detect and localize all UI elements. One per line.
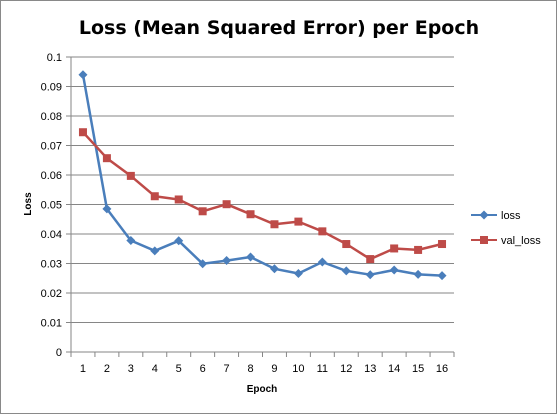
data-point-loss xyxy=(102,204,112,214)
x-axis-title: Epoch xyxy=(247,384,278,395)
x-tick-label: 1 xyxy=(80,363,86,375)
y-axis-title: Loss xyxy=(23,192,34,216)
data-point-loss xyxy=(365,270,375,280)
data-point-val-loss xyxy=(150,192,159,201)
data-point-loss xyxy=(317,257,327,267)
data-point-val-loss xyxy=(126,171,135,180)
y-tick-label: 0.01 xyxy=(41,318,62,330)
data-point-loss xyxy=(437,271,447,281)
y-tick-label: 0.03 xyxy=(41,259,62,271)
data-point-val-loss xyxy=(342,240,351,249)
data-point-loss xyxy=(389,265,399,275)
series-line-loss xyxy=(81,74,443,277)
data-point-loss xyxy=(150,246,160,256)
legend-item-loss: loss xyxy=(471,210,521,222)
x-tick-label: 12 xyxy=(340,363,352,375)
x-tick-label: 16 xyxy=(436,363,448,375)
y-tick-label: 0.04 xyxy=(41,229,62,241)
legend-marker-val-loss xyxy=(480,236,488,244)
y-tick-label: 0.1 xyxy=(47,52,62,64)
x-axis-tick-labels: 1 2 3 4 5 6 7 8 9 10 11 12 13 14 15 16 xyxy=(70,352,455,375)
x-tick-label: 8 xyxy=(247,363,253,375)
data-point-loss xyxy=(174,236,184,246)
data-point-val-loss xyxy=(198,207,207,216)
legend-marker-loss xyxy=(479,210,489,220)
x-tick-label: 3 xyxy=(128,363,134,375)
data-point-loss xyxy=(198,259,208,269)
x-tick-label: 6 xyxy=(200,363,206,375)
gridlines xyxy=(66,56,454,353)
legend: loss val_loss xyxy=(471,210,541,247)
y-tick-label: 0.08 xyxy=(41,111,62,123)
data-point-val-loss xyxy=(270,220,279,229)
data-point-loss xyxy=(341,266,351,276)
x-tick-label: 9 xyxy=(271,363,277,375)
data-point-val-loss xyxy=(174,195,183,204)
data-point-loss xyxy=(269,264,279,274)
x-tick-label: 15 xyxy=(412,363,424,375)
data-point-val-loss xyxy=(366,255,375,264)
data-point-val-loss xyxy=(438,240,447,249)
x-tick-label: 5 xyxy=(176,363,182,375)
chart-title: Loss (Mean Squared Error) per Epoch xyxy=(79,17,479,39)
data-point-val-loss xyxy=(78,128,87,137)
legend-item-val-loss: val_loss xyxy=(471,235,541,247)
data-point-val-loss xyxy=(414,245,423,254)
x-tick-label: 7 xyxy=(224,363,230,375)
data-point-val-loss xyxy=(222,200,231,209)
legend-label-loss: loss xyxy=(501,210,521,222)
y-axis-tick-labels: 0 0.01 0.02 0.03 0.04 0.05 0.06 0.07 0.08 0.09 0.1 xyxy=(41,52,62,359)
data-point-val-loss xyxy=(318,227,327,236)
data-point-loss xyxy=(293,269,303,279)
legend-label-val-loss: val_loss xyxy=(501,235,541,247)
x-tick-label: 10 xyxy=(292,363,304,375)
data-point-loss xyxy=(222,256,232,266)
data-point-loss xyxy=(78,70,88,80)
x-tick-label: 4 xyxy=(152,363,158,375)
y-tick-label: 0.07 xyxy=(41,141,62,153)
data-point-val-loss xyxy=(246,210,255,219)
series-line-val-loss xyxy=(82,131,443,261)
y-tick-label: 0.05 xyxy=(41,200,62,212)
data-point-loss xyxy=(413,269,423,279)
data-point-val-loss xyxy=(102,154,111,163)
x-tick-label: 11 xyxy=(317,363,328,375)
x-tick-label: 13 xyxy=(364,363,376,375)
y-tick-label: 0.09 xyxy=(41,82,62,94)
x-tick-label: 2 xyxy=(104,363,110,375)
data-point-val-loss xyxy=(294,217,303,226)
y-tick-label: 0 xyxy=(56,347,62,359)
data-point-loss xyxy=(246,252,256,262)
data-point-loss xyxy=(126,235,136,245)
data-point-val-loss xyxy=(390,244,399,253)
y-tick-label: 0.06 xyxy=(41,170,62,182)
series-layer xyxy=(78,70,447,281)
y-tick-label: 0.02 xyxy=(41,288,62,300)
x-tick-label: 14 xyxy=(388,363,400,375)
